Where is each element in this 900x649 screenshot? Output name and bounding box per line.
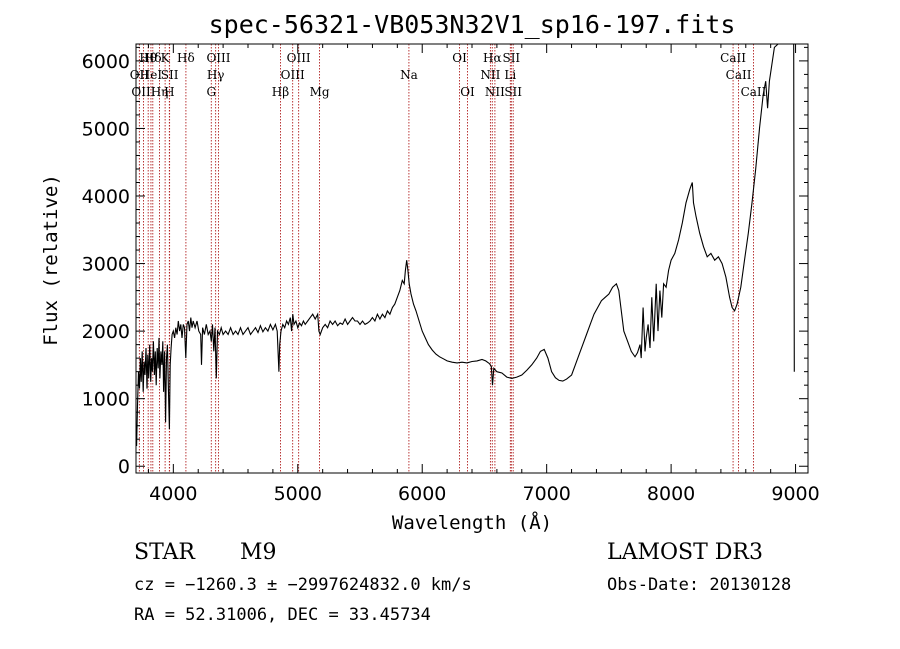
y-tick-label-1: 1000 [82, 389, 130, 411]
x-tick-label-1: 5000 [274, 483, 322, 505]
marker-label-17: Na [400, 68, 418, 82]
coordinates: RA = 52.31006, DEC = 33.45734 [134, 605, 431, 625]
marker-label-3: Hδ [144, 51, 162, 65]
marker-label-28: CaII [741, 85, 767, 99]
marker-label-26: CaII [720, 51, 746, 65]
spectrum-line [136, 43, 795, 447]
x-axis-label: Wavelength (Å) [392, 511, 552, 534]
y-tick-label-5: 5000 [82, 118, 130, 140]
object-subclass: M9 [240, 540, 277, 565]
marker-label-12: G [206, 85, 216, 99]
marker-label-15: OIII [281, 68, 305, 82]
velocity-text: cz = −1260.3 ± −2997624832.0 km/s [134, 575, 472, 595]
x-tick-label-0: 4000 [149, 483, 197, 505]
y-axis-ticks: 0 1000 2000 3000 4000 5000 6000 [82, 46, 808, 478]
marker-label-20: Hα [483, 51, 502, 65]
marker-label-11: Hγ [207, 68, 225, 82]
marker-label-2: OIII [131, 85, 155, 99]
line-marker-labels: Hθ OII OIII Hδ HeI Hη K SII H Hδ OIII Hγ G Hβ OIII OIII… [130, 51, 767, 99]
marker-label-23: Li [504, 68, 516, 82]
x-axis-ticks: 4000 5000 6000 7000 8000 9000 [147, 44, 820, 505]
marker-label-21: SII [502, 51, 520, 65]
x-tick-label-2: 6000 [398, 483, 446, 505]
x-tick-label-5: 9000 [771, 483, 819, 505]
survey-name: LAMOST DR3 [607, 540, 763, 565]
y-tick-label-2: 2000 [82, 321, 130, 343]
marker-label-25: SII [504, 85, 522, 99]
x-tick-label-4: 8000 [647, 483, 695, 505]
marker-label-13: Hβ [272, 85, 289, 99]
marker-label-5: Hη [151, 85, 169, 99]
marker-label-18: OI [452, 51, 467, 65]
marker-label-6: K [161, 51, 171, 65]
marker-label-14: OIII [287, 51, 311, 65]
marker-label-10: OIII [206, 51, 230, 65]
y-tick-label-3: 3000 [82, 254, 130, 276]
object-class: STAR [134, 540, 196, 565]
y-tick-label-4: 4000 [82, 186, 130, 208]
marker-label-4: HeI [140, 68, 163, 82]
marker-label-8: H [164, 85, 174, 99]
y-axis-label: Flux (relative) [40, 174, 62, 346]
marker-label-22: NII [480, 68, 500, 82]
obs-date: Obs-Date: 20130128 [607, 575, 791, 595]
marker-label-1: OII [130, 68, 150, 82]
marker-label-19: OI [460, 85, 475, 99]
marker-label-0: Hθ [139, 51, 157, 65]
marker-label-9: Hδ [177, 51, 195, 65]
plot-frame [135, 43, 809, 474]
marker-label-16: Mg [310, 85, 330, 99]
line-markers [138, 44, 754, 473]
y-tick-label-0: 0 [118, 456, 130, 478]
marker-label-27: CaII [726, 68, 752, 82]
marker-label-24: NII [485, 85, 505, 99]
chart-title: spec-56321-VB053N32V1_sp16-197.fits [209, 10, 736, 39]
x-tick-label-3: 7000 [522, 483, 570, 505]
marker-label-7: SII [161, 68, 179, 82]
y-tick-label-6: 6000 [82, 51, 130, 73]
